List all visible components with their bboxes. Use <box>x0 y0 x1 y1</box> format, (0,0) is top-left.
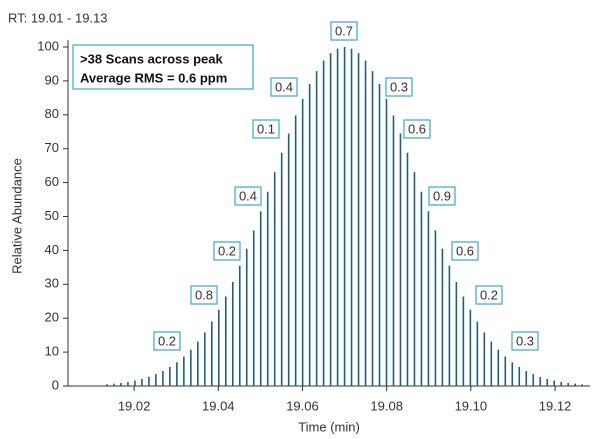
x-tick-label: 19.10 <box>455 398 488 413</box>
annotation: 0.6 <box>408 121 426 136</box>
y-tick-label: 50 <box>45 208 59 223</box>
annotation-box <box>153 331 181 351</box>
annotation-box <box>190 285 218 305</box>
annotation: 0.2 <box>480 287 498 302</box>
x-axis-label: Time (min) <box>298 419 360 434</box>
chart-title: RT: 19.01 - 19.13 <box>8 10 108 25</box>
x-tick-label: 19.12 <box>539 398 572 413</box>
y-axis-label: Relative Abundance <box>9 158 24 274</box>
annotation-box <box>213 241 241 261</box>
annotation: 0.4 <box>275 79 293 94</box>
y-tick-label: 30 <box>45 276 59 291</box>
x-tick-label: 19.06 <box>286 398 319 413</box>
annotation-box <box>403 119 431 139</box>
y-tick-label: 40 <box>45 242 59 257</box>
annotation: 0.1 <box>257 121 275 136</box>
info-text: >38 Scans across peak <box>80 51 224 66</box>
x-tick-label: 19.04 <box>202 398 235 413</box>
x-tick-label: 19.08 <box>370 398 403 413</box>
annotation: 0.2 <box>158 333 176 348</box>
y-tick-label: 0 <box>52 377 59 392</box>
y-tick-label: 100 <box>37 38 59 53</box>
y-tick-label: 10 <box>45 344 59 359</box>
info-text: Average RMS = 0.6 ppm <box>80 70 227 85</box>
annotation-box <box>330 21 358 41</box>
annotation-box <box>385 77 413 97</box>
annotation-box <box>511 331 539 351</box>
annotation-box <box>428 186 456 206</box>
info-box <box>72 44 254 90</box>
annotation-box <box>234 186 262 206</box>
annotation-box <box>475 285 503 305</box>
y-tick-label: 60 <box>45 174 59 189</box>
annotation: 0.2 <box>218 243 236 258</box>
annotation-box <box>451 241 479 261</box>
y-tick-label: 90 <box>45 72 59 87</box>
annotation: 0.7 <box>335 23 353 38</box>
annotation: 0.8 <box>195 287 213 302</box>
x-tick-label: 19.02 <box>118 398 151 413</box>
annotation: 0.4 <box>239 188 257 203</box>
y-tick-label: 20 <box>45 310 59 325</box>
annotation: 0.3 <box>390 79 408 94</box>
annotation-box <box>252 119 280 139</box>
annotation-box <box>270 77 298 97</box>
annotation: 0.6 <box>456 243 474 258</box>
annotation: 0.9 <box>433 188 451 203</box>
y-tick-label: 80 <box>45 106 59 121</box>
y-tick-label: 70 <box>45 140 59 155</box>
annotation: 0.3 <box>516 333 534 348</box>
